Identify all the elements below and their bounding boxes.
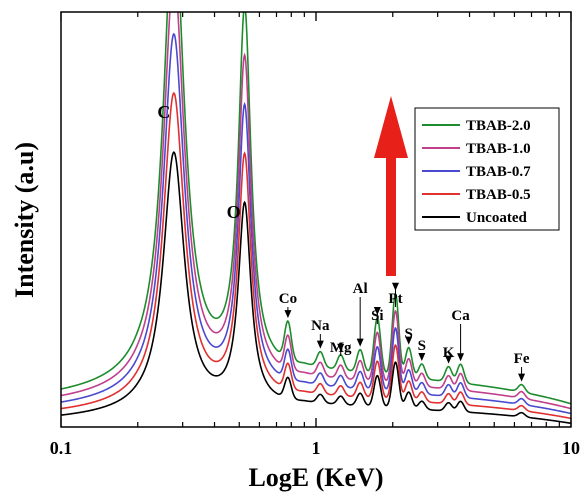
legend-box [414, 107, 560, 231]
peak-labels: CO [157, 102, 240, 222]
x-tick-label-0: 0.1 [50, 438, 73, 458]
peak-arrow-head [445, 355, 453, 364]
minor-peak-label: Si [371, 308, 384, 324]
increase-arrow-icon [374, 96, 408, 276]
minor-peak-label: Pt [388, 291, 402, 307]
y-axis-label: Intensity (a.u) [10, 142, 39, 298]
minor-peak-label: Fe [514, 351, 530, 367]
peak-arrow-head [405, 336, 413, 345]
series-line-0 [61, 12, 571, 405]
x-tick-label-2: 10 [562, 438, 580, 458]
minor-peak-label: Al [353, 281, 368, 297]
peak-arrow-head [518, 373, 526, 382]
legend-label-0: TBAB-2.0 [466, 118, 531, 134]
peak-label-C: C [157, 102, 170, 122]
minor-peak-label: Ca [451, 308, 470, 324]
series-line-1 [61, 12, 571, 410]
peak-arrow-head [373, 306, 381, 315]
legend-label-1: TBAB-1.0 [466, 141, 531, 157]
minor-peak-label: Co [279, 291, 297, 307]
peak-arrow-head [391, 282, 399, 291]
minor-peak-label: Na [311, 318, 330, 334]
legend: TBAB-2.0 TBAB-1.0 TBAB-0.7 TBAB-0.5 Uncoated [414, 107, 560, 231]
peak-arrow-head [457, 353, 465, 362]
peak-arrow-head [337, 343, 345, 352]
minor-peak-label: S [418, 338, 426, 354]
minor-peak-label: S [405, 326, 413, 342]
series-line-3 [61, 91, 571, 420]
legend-label-3: TBAB-0.5 [466, 187, 531, 203]
minor-peak-label: Mg [330, 340, 352, 356]
minor-peak-label: K [443, 345, 455, 361]
peak-arrow-head [284, 310, 292, 319]
x-tick-label-1: 1 [312, 438, 321, 458]
peak-arrow-head [316, 340, 324, 349]
peak-arrow-head [356, 338, 364, 347]
x-axis-label: LogE (KeV) [248, 463, 383, 492]
x-ticks: 0.1 1 10 [50, 12, 580, 458]
peak-label-O: O [227, 202, 241, 222]
series-line-2 [61, 32, 571, 415]
series-group [61, 12, 571, 425]
series-line-4 [61, 151, 571, 425]
legend-label-2: TBAB-0.7 [466, 164, 531, 180]
peak-arrow-head [418, 352, 426, 361]
legend-label-4: Uncoated [466, 210, 527, 226]
